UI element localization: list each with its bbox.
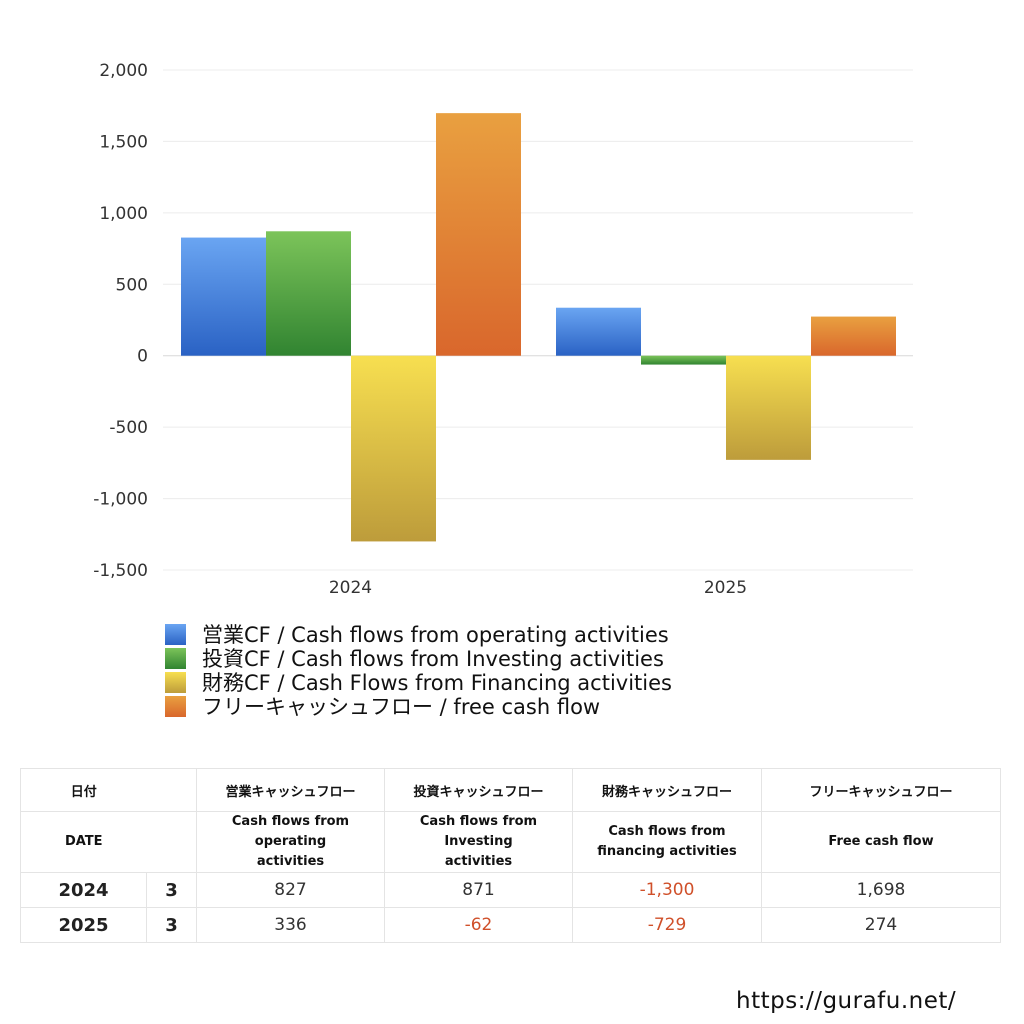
row-operating-value: 827 — [196, 872, 385, 908]
bar-financing — [726, 355, 811, 460]
x-tick-label: 2025 — [704, 578, 747, 598]
header-date-en: DATE — [20, 811, 147, 873]
y-tick-label: 2,000 — [99, 61, 148, 81]
row-investing-value: -62 — [384, 907, 573, 943]
row-month: 3 — [146, 907, 197, 943]
x-axis-ticks: 2024 2025 — [329, 578, 747, 598]
header-free-cash-flow-ja: フリーキャッシュフロー — [761, 768, 1001, 812]
legend-swatch-free-cash-flow — [165, 695, 186, 717]
legend-item-free-cash-flow: フリーキャッシュフロー / free cash flow — [165, 694, 672, 719]
header-month-blank-en — [146, 811, 197, 873]
bar-free-cash-flow — [811, 316, 896, 356]
bar-operating — [181, 237, 266, 356]
row-year: 2025 — [20, 907, 147, 943]
row-free-cash-flow-value: 1,698 — [761, 872, 1001, 908]
bar-investing — [266, 231, 351, 356]
header-operating-ja: 営業キャッシュフロー — [196, 768, 385, 812]
legend-item-financing: 財務CF / Cash Flows from Financing activit… — [165, 670, 672, 695]
header-operating-en: Cash flows from operating activities — [196, 811, 385, 873]
table-header-row-en: DATE Cash flows from operating activitie… — [20, 811, 1001, 873]
header-investing-en: Cash flows from Investing activities — [384, 811, 573, 873]
header-investing-ja: 投資キャッシュフロー — [384, 768, 573, 812]
bar-investing — [641, 355, 726, 365]
bars — [181, 113, 896, 542]
header-free-cash-flow-en: Free cash flow — [761, 811, 1001, 873]
legend-label-financing: 財務CF / Cash Flows from Financing activit… — [202, 671, 672, 695]
y-tick-label: 1,500 — [99, 132, 148, 152]
y-tick-label: -500 — [109, 418, 148, 438]
legend-item-operating: 営業CF / Cash flows from operating activit… — [165, 622, 672, 647]
table-row: 2025 3 336 -62 -729 274 — [20, 907, 1001, 943]
legend-swatch-financing — [165, 671, 186, 693]
legend-item-investing: 投資CF / Cash flows from Investing activit… — [165, 646, 672, 671]
cash-flow-table: 日付 営業キャッシュフロー 投資キャッシュフロー 財務キャッシュフロー フリーキ… — [20, 768, 1001, 943]
legend-label-operating: 営業CF / Cash flows from operating activit… — [202, 623, 669, 647]
legend-swatch-operating — [165, 623, 186, 645]
header-month-blank — [146, 768, 197, 812]
y-tick-label: 1,000 — [99, 204, 148, 224]
legend-label-free-cash-flow: フリーキャッシュフロー / free cash flow — [202, 695, 601, 719]
row-operating-value: 336 — [196, 907, 385, 943]
cash-flow-bar-chart: 2,000 1,500 1,000 500 0 -500 -1,000 -1,500 2024… — [93, 61, 913, 598]
header-financing-en: Cash flows from financing activities — [572, 811, 762, 873]
bar-free-cash-flow — [436, 113, 521, 356]
y-tick-label: -1,000 — [93, 490, 148, 510]
bar-operating — [556, 307, 641, 356]
row-investing-value: 871 — [384, 872, 573, 908]
row-financing-value: -1,300 — [572, 872, 762, 908]
y-axis-ticks: 2,000 1,500 1,000 500 0 -500 -1,000 -1,500 — [93, 61, 148, 581]
header-date-ja: 日付 — [20, 768, 147, 812]
legend: 営業CF / Cash flows from operating activit… — [165, 622, 672, 719]
table-header-row-ja: 日付 営業キャッシュフロー 投資キャッシュフロー 財務キャッシュフロー フリーキ… — [20, 768, 1001, 812]
y-tick-label: 0 — [137, 347, 148, 367]
row-financing-value: -729 — [572, 907, 762, 943]
bar-financing — [351, 355, 436, 542]
y-tick-label: -1,500 — [93, 561, 148, 581]
table-row: 2024 3 827 871 -1,300 1,698 — [20, 872, 1001, 908]
row-month: 3 — [146, 872, 197, 908]
site-url-watermark: https://gurafu.net/ — [736, 988, 957, 1014]
row-free-cash-flow-value: 274 — [761, 907, 1001, 943]
row-year: 2024 — [20, 872, 147, 908]
x-tick-label: 2024 — [329, 578, 372, 598]
legend-label-investing: 投資CF / Cash flows from Investing activit… — [202, 647, 664, 671]
legend-swatch-investing — [165, 647, 186, 669]
header-financing-ja: 財務キャッシュフロー — [572, 768, 762, 812]
y-tick-label: 500 — [116, 275, 148, 295]
